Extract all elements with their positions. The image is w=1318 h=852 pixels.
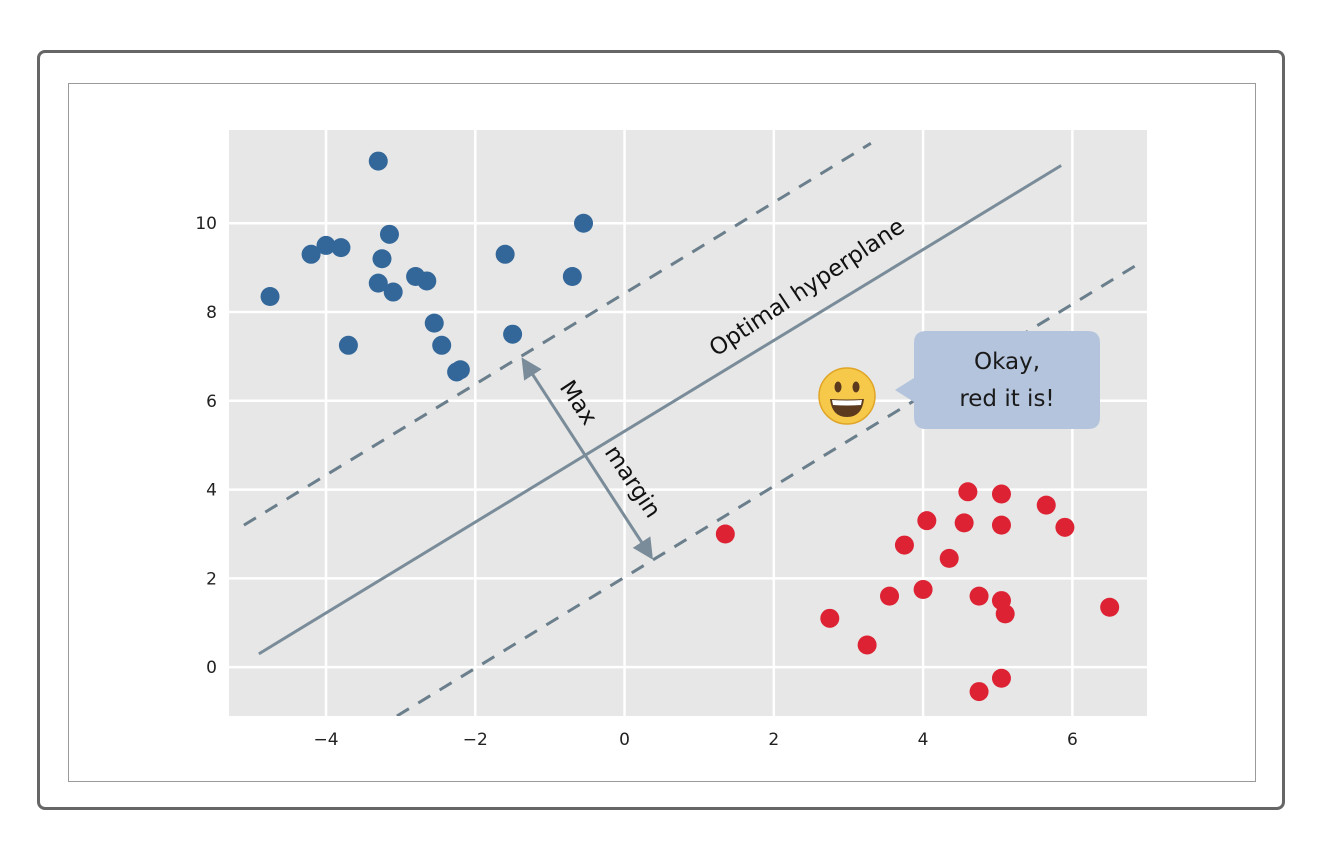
red-point — [991, 515, 1011, 535]
blue-point — [368, 151, 388, 171]
blue-point — [424, 313, 444, 333]
y-tick-label: 2 — [206, 569, 217, 589]
red-point — [958, 482, 978, 502]
blue-point — [503, 324, 523, 344]
margin-boundary-line — [243, 142, 872, 527]
red-point — [939, 548, 959, 568]
x-tick-label: 4 — [918, 730, 929, 750]
red-point — [857, 635, 877, 655]
red-point — [894, 535, 914, 555]
blue-point — [316, 235, 336, 255]
data-points — [260, 151, 1120, 702]
x-tick-label: 2 — [768, 730, 779, 750]
blue-point — [383, 282, 403, 302]
x-tick-label: −2 — [463, 730, 488, 750]
speech-bubble: Okay, red it is! — [895, 331, 1100, 429]
y-tick-label: 10 — [195, 214, 217, 234]
red-point — [715, 524, 735, 544]
red-point — [995, 604, 1015, 624]
speech-bubble-shape — [895, 331, 1100, 429]
blue-point — [574, 213, 594, 233]
red-point — [969, 586, 989, 606]
red-point — [913, 579, 933, 599]
speech-bubble-line2: red it is! — [959, 386, 1054, 412]
y-tick-label: 4 — [206, 481, 217, 501]
blue-point — [562, 267, 582, 286]
blue-point — [432, 335, 452, 355]
plot-frame — [68, 83, 1256, 782]
red-point — [1055, 517, 1075, 537]
margin-arrow-group — [521, 357, 653, 560]
red-point — [880, 586, 900, 606]
x-tick-label: −4 — [313, 730, 338, 750]
blue-point — [450, 360, 470, 380]
blue-point — [372, 249, 392, 269]
red-point — [969, 682, 989, 702]
tick-labels: −4 −2 0 2 4 6 0 2 4 6 8 10 — [195, 214, 1077, 750]
speech-bubble-line1: Okay, — [974, 349, 1040, 375]
red-point — [1036, 495, 1056, 515]
y-tick-label: 6 — [206, 392, 217, 412]
blue-point — [338, 335, 358, 355]
blue-point — [331, 238, 351, 258]
red-point — [954, 513, 974, 533]
y-tick-label: 8 — [206, 303, 217, 323]
blue-point — [301, 244, 321, 264]
grinning-face-icon — [818, 367, 876, 425]
blue-point — [368, 273, 388, 293]
max-margin-arrow — [521, 357, 653, 560]
blue-point — [379, 224, 399, 244]
blue-point — [417, 271, 437, 291]
x-tick-label: 6 — [1067, 730, 1078, 750]
red-point — [917, 511, 937, 531]
y-tick-label: 0 — [206, 658, 217, 678]
red-point — [991, 484, 1011, 504]
red-point — [1100, 597, 1120, 617]
x-tick-label: 0 — [619, 730, 630, 750]
red-point — [820, 608, 840, 628]
blue-point — [260, 286, 280, 306]
red-point — [991, 668, 1011, 688]
optimal-hyperplane-line — [258, 164, 1062, 656]
blue-point — [495, 244, 515, 264]
